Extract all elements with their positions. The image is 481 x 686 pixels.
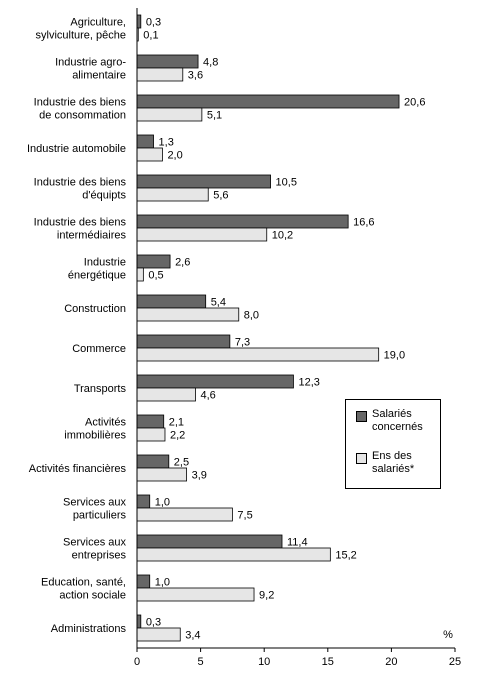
bar-salaries-concernes xyxy=(136,294,207,309)
value-label: 8,0 xyxy=(244,310,259,322)
legend-swatch-ens-des-salaries xyxy=(356,453,367,464)
value-label: 2,0 xyxy=(167,150,182,162)
bar-salaries-concernes xyxy=(136,254,171,269)
value-label: 3,9 xyxy=(192,470,207,482)
x-tick-label: 5 xyxy=(198,656,204,668)
value-label: 5,1 xyxy=(207,110,222,122)
value-label: 1,0 xyxy=(155,497,170,509)
value-label: 0,5 xyxy=(148,270,163,282)
category-label: Agriculture, sylviculture, pêche xyxy=(36,17,127,42)
value-label: 10,2 xyxy=(272,230,293,242)
legend-swatch-salaries-concernes xyxy=(356,411,367,422)
bar-salaries-concernes xyxy=(136,54,199,69)
bar-salaries-concernes xyxy=(136,14,142,29)
bar-ens-des-salaries xyxy=(136,307,240,322)
x-tick-label: 25 xyxy=(449,656,461,668)
bar-salaries-concernes xyxy=(136,534,283,549)
bar-salaries-concernes xyxy=(136,414,165,429)
bar-ens-des-salaries xyxy=(136,547,331,562)
bar-ens-des-salaries xyxy=(136,227,268,242)
x-tick-label: 15 xyxy=(322,656,334,668)
legend-label-salaries-concernes: Salariés concernés xyxy=(372,408,423,433)
value-label: 19,0 xyxy=(384,350,405,362)
bar-salaries-concernes xyxy=(136,494,151,509)
value-label: 5,6 xyxy=(213,190,228,202)
category-label: Industrie des biens d'équipts xyxy=(34,177,127,202)
category-label: Services aux entreprises xyxy=(63,537,126,562)
category-label: Administrations xyxy=(51,623,127,635)
value-label: 7,5 xyxy=(237,510,252,522)
bar-salaries-concernes xyxy=(136,374,294,389)
category-label: Construction xyxy=(64,303,126,315)
legend-label-ens-des-salaries: Ens des salariés* xyxy=(372,450,415,475)
bar-salaries-concernes xyxy=(136,334,231,349)
bar-ens-des-salaries xyxy=(136,267,144,282)
value-label: 3,6 xyxy=(188,70,203,82)
category-label: Services aux particuliers xyxy=(63,497,126,522)
bar-ens-des-salaries xyxy=(136,587,255,602)
category-label: Industrie énergétique xyxy=(68,257,126,282)
bar-ens-des-salaries xyxy=(136,187,209,202)
category-label: Transports xyxy=(74,383,127,395)
bar-ens-des-salaries xyxy=(136,627,181,642)
value-label: 0,1 xyxy=(143,30,158,42)
value-label: 2,2 xyxy=(170,430,185,442)
value-label: 20,6 xyxy=(404,97,425,109)
value-label: 2,6 xyxy=(175,257,190,269)
bar-ens-des-salaries xyxy=(136,147,163,162)
bar-salaries-concernes xyxy=(136,574,151,589)
value-label: 4,8 xyxy=(203,57,218,69)
category-label: Activités financières xyxy=(29,463,127,475)
value-label: 10,5 xyxy=(276,177,297,189)
bar-salaries-concernes xyxy=(136,134,154,149)
value-label: 7,3 xyxy=(235,337,250,349)
legend: Salariés concernés Ens des salariés* xyxy=(345,399,441,489)
bar-salaries-concernes xyxy=(136,94,400,109)
value-label: 0,3 xyxy=(146,617,161,629)
value-label: 5,4 xyxy=(211,297,226,309)
value-label: 15,2 xyxy=(335,550,356,562)
bar-ens-des-salaries xyxy=(136,67,184,82)
x-tick-label: 0 xyxy=(134,656,140,668)
x-unit-label: % xyxy=(443,629,453,641)
x-tick-label: 20 xyxy=(385,656,397,668)
bar-salaries-concernes xyxy=(136,614,142,629)
legend-item-salaries-concernes: Salariés concernés xyxy=(356,408,423,434)
bar-salaries-concernes xyxy=(136,454,170,469)
value-label: 0,3 xyxy=(146,17,161,29)
bar-salaries-concernes xyxy=(136,214,349,229)
category-label: Activités immobilières xyxy=(64,417,126,442)
bar-ens-des-salaries xyxy=(136,507,233,522)
value-label: 12,3 xyxy=(298,377,319,389)
category-label: Industrie automobile xyxy=(27,143,126,155)
value-label: 1,3 xyxy=(159,137,174,149)
x-tick-label: 10 xyxy=(258,656,270,668)
value-label: 1,0 xyxy=(155,577,170,589)
value-label: 4,6 xyxy=(201,390,216,402)
bar-ens-des-salaries xyxy=(136,427,166,442)
bar-ens-des-salaries xyxy=(136,107,203,122)
legend-item-ens-des-salaries: Ens des salariés* xyxy=(356,450,414,476)
category-label: Education, santé, action sociale xyxy=(41,577,126,602)
value-label: 11,4 xyxy=(287,537,308,549)
value-label: 9,2 xyxy=(259,590,274,602)
bar-ens-des-salaries xyxy=(136,387,196,402)
value-label: 2,5 xyxy=(174,457,189,469)
bar-ens-des-salaries xyxy=(136,467,188,482)
category-label: Industrie des biens de consommation xyxy=(34,97,127,122)
value-label: 3,4 xyxy=(185,630,200,642)
value-label: 16,6 xyxy=(353,217,374,229)
value-label: 2,1 xyxy=(169,417,184,429)
category-label: Industrie agro-alimentaire xyxy=(55,57,126,82)
category-label: Industrie des biens intermédiaires xyxy=(34,217,127,242)
category-label: Commerce xyxy=(72,343,126,355)
bar-salaries-concernes xyxy=(136,174,271,189)
bar-ens-des-salaries xyxy=(136,347,380,362)
